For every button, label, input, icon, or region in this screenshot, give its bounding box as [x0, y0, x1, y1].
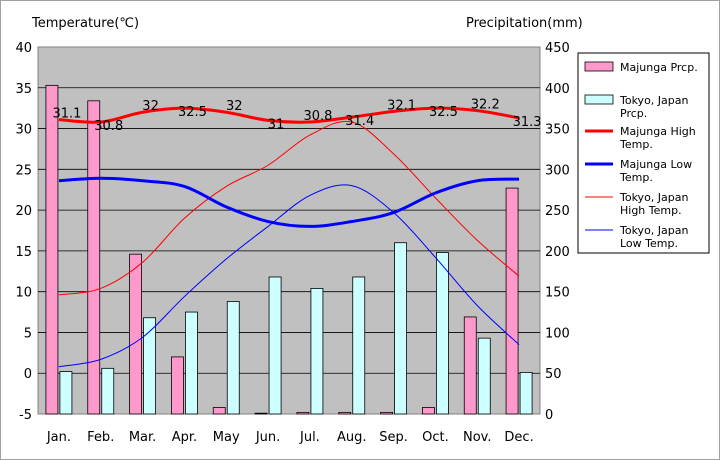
y-left-tick-label: 0	[24, 367, 32, 382]
bar-tokyo-prcp	[101, 367, 115, 415]
bar-tokyo-prcp	[436, 252, 449, 415]
legend-label: Majunga Low	[620, 158, 692, 171]
legend-label: Temp.	[619, 171, 653, 184]
x-tick-label: Nov.	[463, 430, 492, 445]
line-series-group	[58, 106, 520, 368]
x-tick-label: May	[213, 430, 240, 445]
x-tick-label: Jun.	[255, 430, 280, 445]
axis-ticks-group: -505101520253035400501001502002503003504…	[15, 41, 569, 445]
y-left-tick-label: 35	[15, 82, 32, 97]
line-majunga-high-temp	[58, 106, 520, 124]
data-label: 31.1	[52, 107, 81, 122]
legend-label: Temp.	[619, 138, 653, 151]
y-left-tick-label: 15	[15, 245, 32, 260]
y-right-tick-label: 0	[545, 408, 553, 423]
bar-tokyo-prcp	[143, 317, 156, 415]
data-label: 31.4	[345, 114, 374, 129]
data-label: 32.5	[429, 105, 458, 120]
legend-label: Tokyo, Japan	[619, 94, 688, 107]
bar-majunga-prcp	[87, 100, 101, 415]
bar-tokyo-prcp	[59, 371, 73, 415]
x-tick-label: Aug.	[337, 430, 367, 445]
line-majunga-low-temp	[58, 176, 520, 228]
bar-majunga-prcp	[338, 411, 352, 415]
bar-tokyo-prcp	[226, 301, 240, 415]
data-label: 31.3	[513, 115, 542, 130]
bar-tokyo-prcp	[394, 242, 407, 415]
y-left-tick-label: 5	[24, 326, 32, 341]
legend-label: Majunga High	[620, 125, 696, 138]
y-right-tick-label: 450	[545, 41, 570, 56]
x-tick-label: Sep.	[379, 430, 408, 445]
x-tick-label: Mar.	[129, 430, 156, 445]
legend-label: Tokyo, Japan	[619, 224, 688, 237]
bar-majunga-prcp	[129, 253, 142, 415]
x-tick-label: Jul.	[299, 430, 320, 445]
y-right-tick-label: 150	[545, 286, 570, 301]
x-tick-label: Feb.	[87, 430, 114, 445]
bar-tokyo-prcp	[477, 337, 491, 415]
data-label: 31	[268, 117, 285, 132]
bar-tokyo-prcp	[352, 276, 366, 415]
data-label: 32	[226, 99, 243, 114]
bar-majunga-prcp	[380, 411, 393, 415]
bar-tokyo-prcp	[185, 311, 198, 415]
y-right-tick-label: 400	[545, 82, 570, 97]
y-left-tick-label: 10	[15, 286, 32, 301]
y-right-tick-label: 350	[545, 123, 570, 138]
data-label: 32	[142, 99, 159, 114]
legend-box	[577, 52, 710, 254]
y-left-tick-label: 20	[15, 204, 32, 219]
bar-majunga-prcp	[171, 356, 184, 415]
y-right-tick-label: 50	[545, 367, 562, 382]
data-label: 32.5	[178, 105, 207, 120]
x-tick-label: Dec.	[504, 430, 533, 445]
bar-tokyo-prcp	[519, 372, 533, 415]
data-label: 32.2	[471, 98, 500, 113]
bar-majunga-prcp	[296, 411, 310, 415]
y-right-tick-label: 250	[545, 204, 570, 219]
data-label: 30.8	[94, 119, 123, 134]
bar-tokyo-prcp	[268, 276, 282, 415]
y-right-tick-label: 100	[545, 326, 570, 341]
legend-label: Low Temp.	[620, 237, 678, 250]
y-left-tick-label: 30	[15, 123, 32, 138]
data-label: 30.8	[303, 109, 332, 124]
legend-label: Tokyo, Japan	[619, 191, 688, 204]
x-tick-label: Apr.	[172, 430, 197, 445]
bar-majunga-prcp	[254, 412, 268, 415]
legend-label: Prcp.	[620, 107, 647, 120]
y-left-tick-label: -5	[19, 408, 32, 423]
x-tick-label: Oct.	[422, 430, 449, 445]
bar-majunga-prcp	[422, 407, 435, 415]
legend-label: High Temp.	[620, 204, 682, 217]
legend-swatch	[584, 94, 614, 105]
bar-majunga-prcp	[212, 407, 226, 415]
x-tick-label: Jan.	[46, 430, 71, 445]
bar-majunga-prcp	[463, 316, 477, 415]
y-left-axis-label: Temperature(℃)	[31, 16, 139, 31]
legend-label: Majunga Prcp.	[620, 61, 698, 74]
bar-majunga-prcp	[45, 84, 59, 415]
y-right-axis-label: Precipitation(mm)	[466, 16, 583, 31]
data-label: 32.1	[387, 98, 416, 113]
y-right-tick-label: 200	[545, 245, 570, 260]
y-left-tick-label: 25	[15, 163, 32, 178]
legend-swatch	[584, 61, 614, 72]
bar-tokyo-prcp	[310, 288, 324, 415]
line-tokyo-high-temp	[58, 120, 520, 296]
data-labels-group: 31.1 30.8 32 32.5 32 31 30.8 31.4 32.1 32.5 32.2 31…	[52, 98, 541, 134]
y-right-tick-label: 300	[545, 163, 570, 178]
bar-majunga-prcp	[505, 187, 519, 415]
line-tokyo-low-temp	[58, 184, 520, 368]
y-left-tick-label: 40	[15, 41, 32, 56]
